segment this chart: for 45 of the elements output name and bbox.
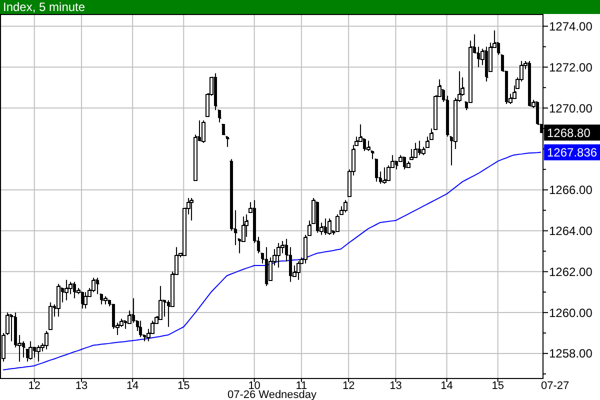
x-tick-label: 15 (492, 380, 504, 392)
y-tick-label: 1266.00 (549, 183, 593, 198)
x-tick-label: 11 (296, 380, 308, 392)
x-tick-label: 12 (342, 380, 355, 392)
candlestick (56, 283, 60, 318)
candlestick (406, 160, 410, 168)
candlestick (64, 279, 68, 301)
candlestick (386, 164, 390, 181)
candlestick (276, 242, 280, 268)
x-tick-label: 13 (75, 380, 88, 392)
candlestick (92, 277, 96, 293)
candlestick (158, 285, 162, 320)
x-tick-label: 12 (28, 380, 41, 392)
candlestick (344, 200, 348, 213)
text: 1268.80 (547, 126, 591, 140)
y-tick-label: 1258.00 (549, 346, 593, 361)
candlestick (410, 148, 414, 160)
candlestick (382, 166, 386, 184)
y-tick-label: 1270.00 (549, 101, 593, 116)
y-tick-label: 1272.00 (549, 60, 593, 74)
candlestick (190, 198, 194, 222)
x-tick-label: 13 (390, 380, 402, 392)
y-tick-label: 1264.00 (549, 224, 593, 238)
candlestick (84, 292, 88, 309)
text: 1267.836 (547, 146, 598, 160)
y-tick-label: 1262.00 (549, 264, 593, 279)
candlestick (328, 218, 332, 236)
y-tick-label: 1274.00 (549, 19, 593, 34)
line-series (2, 152, 542, 370)
candlestick (28, 340, 32, 360)
candlestick (36, 344, 40, 362)
candlestick (44, 330, 48, 350)
x-tick-label: 14 (440, 380, 453, 392)
chart-title: Index, 5 minute (3, 0, 86, 14)
x-tick-label: 15 (178, 380, 190, 392)
candlestick (202, 120, 206, 144)
text: 07-26 Wednesday (227, 389, 318, 400)
candlestick (336, 214, 340, 232)
y-tick-label: 1260.00 (549, 306, 593, 320)
text: 07-27 (541, 380, 570, 392)
candlestick (104, 296, 108, 305)
candlestick (414, 142, 418, 158)
candlestick (296, 260, 300, 280)
candlestick (48, 302, 52, 330)
x-tick-label: 14 (126, 380, 139, 392)
